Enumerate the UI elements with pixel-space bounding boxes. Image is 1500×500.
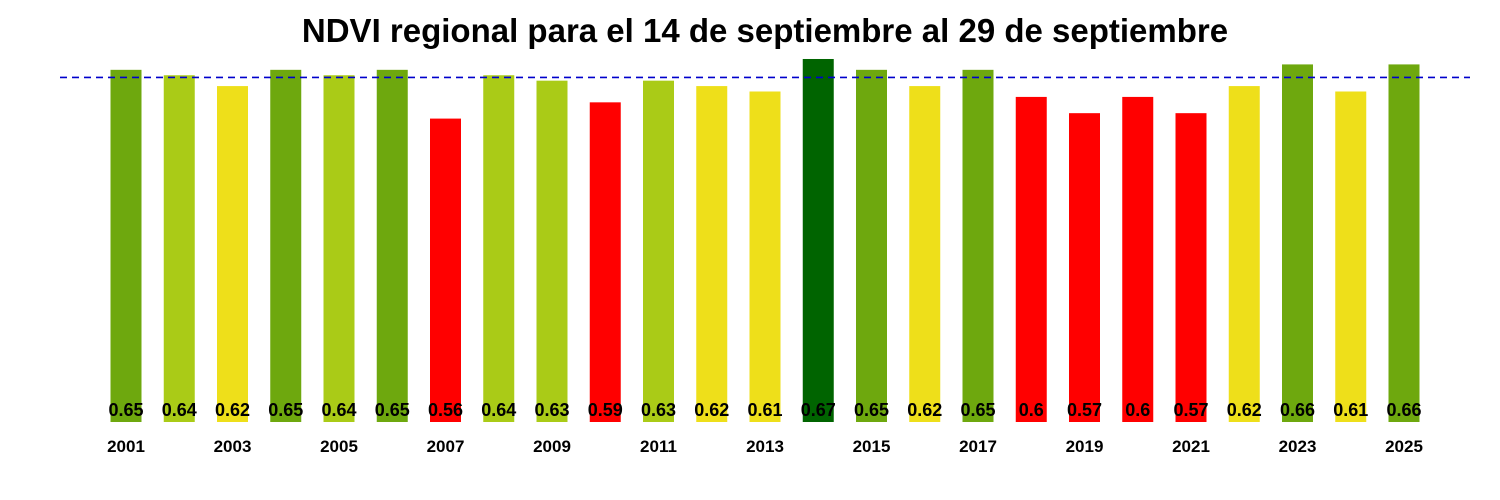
bar-2023 <box>1282 64 1313 422</box>
value-label-2008: 0.64 <box>481 400 516 420</box>
value-label-2019: 0.57 <box>1067 400 1102 420</box>
bar-2006 <box>376 69 408 422</box>
bar-2002 <box>163 75 195 422</box>
x-tick-label-2001: 2001 <box>107 437 145 456</box>
bar-2018 <box>1015 96 1047 423</box>
value-label-2007: 0.56 <box>428 400 463 420</box>
bar-2005 <box>323 75 355 422</box>
bars-layer <box>110 58 1420 423</box>
bar-2022 <box>1228 86 1260 422</box>
bar-2017 <box>962 69 994 422</box>
bar-2010 <box>589 102 621 422</box>
bar-2024 <box>1335 91 1367 422</box>
bar-2019 <box>1069 113 1100 423</box>
bar-2014 <box>802 58 834 423</box>
x-tick-label-2011: 2011 <box>640 437 677 456</box>
x-axis-ticks-layer: 2001 2003 2005 2007 2009 2011 2013 2015 2017 2019… <box>107 437 1423 456</box>
x-tick-label-2019: 2019 <box>1066 437 1104 456</box>
bar-2003 <box>217 86 248 422</box>
x-tick-label-2003: 2003 <box>214 437 252 456</box>
x-tick-label-2021: 2021 <box>1172 437 1210 456</box>
value-label-2012: 0.62 <box>694 400 729 420</box>
x-tick-label-2017: 2017 <box>959 437 997 456</box>
bar-2007 <box>430 118 461 422</box>
bar-2013 <box>749 91 781 422</box>
bar-2008 <box>483 75 515 422</box>
value-label-2014: 0.67 <box>801 400 836 420</box>
value-label-2021: 0.57 <box>1173 400 1208 420</box>
x-tick-label-2013: 2013 <box>746 437 784 456</box>
value-label-2005: 0.64 <box>321 400 356 420</box>
x-tick-label-2025: 2025 <box>1385 437 1423 456</box>
x-tick-label-2015: 2015 <box>853 437 891 456</box>
bar-2021 <box>1175 113 1207 423</box>
value-label-2017: 0.65 <box>960 400 995 420</box>
bar-2016 <box>909 86 941 422</box>
value-labels-layer: 0.65 0.64 0.62 0.65 0.64 0.65 0.56 0.64 0.63 0.59… <box>108 400 1421 420</box>
bar-2025 <box>1388 64 1420 422</box>
value-label-2016: 0.62 <box>907 400 942 420</box>
value-label-2010: 0.59 <box>588 400 623 420</box>
value-label-2020: 0.6 <box>1125 400 1150 420</box>
bar-2012 <box>696 86 728 422</box>
bar-2020 <box>1122 96 1154 423</box>
value-label-2022: 0.62 <box>1227 400 1262 420</box>
bar-2004 <box>270 69 302 422</box>
value-label-2013: 0.61 <box>747 400 782 420</box>
value-label-2004: 0.65 <box>268 400 303 420</box>
value-label-2024: 0.61 <box>1333 400 1368 420</box>
x-tick-label-2023: 2023 <box>1279 437 1317 456</box>
x-tick-label-2009: 2009 <box>533 437 571 456</box>
bar-2009 <box>536 80 568 423</box>
value-label-2006: 0.65 <box>375 400 410 420</box>
value-label-2001: 0.65 <box>108 400 143 420</box>
bar-2001 <box>110 69 142 422</box>
bar-2015 <box>856 69 887 422</box>
value-label-2018: 0.6 <box>1019 400 1044 420</box>
value-label-2025: 0.66 <box>1386 400 1421 420</box>
bar-2011 <box>643 80 674 423</box>
value-label-2015: 0.65 <box>854 400 889 420</box>
x-tick-label-2007: 2007 <box>427 437 465 456</box>
chart-title: NDVI regional para el 14 de septiembre a… <box>301 12 1229 49</box>
x-tick-label-2005: 2005 <box>320 437 358 456</box>
value-label-2003: 0.62 <box>215 400 250 420</box>
value-label-2009: 0.63 <box>534 400 569 420</box>
value-label-2002: 0.64 <box>162 400 197 420</box>
value-label-2011: 0.63 <box>641 400 676 420</box>
value-label-2023: 0.66 <box>1280 400 1315 420</box>
